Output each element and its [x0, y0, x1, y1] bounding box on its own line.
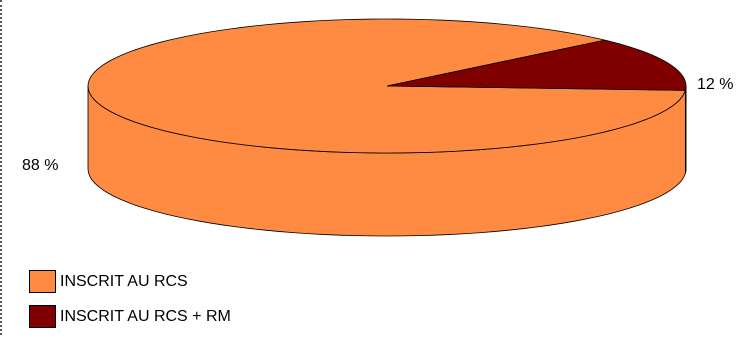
data-label-inscrit-rcs: 88 % [22, 157, 59, 174]
legend-swatch-inscrit-rcs-rm [29, 305, 56, 328]
frame-border [0, 0, 2, 335]
legend-item-inscrit-rcs-rm: INSCRIT AU RCS + RM [29, 305, 231, 328]
legend-item-inscrit-rcs: INSCRIT AU RCS [29, 270, 231, 293]
pie-slice-inscrit-rcs [87, 18, 686, 154]
pie-top [87, 18, 687, 154]
legend-swatch-inscrit-rcs [29, 270, 56, 293]
pie-side-rim-small [684, 85, 687, 174]
legend-label-inscrit-rcs-rm: INSCRIT AU RCS + RM [60, 307, 231, 325]
data-label-inscrit-rcs-rm: 12 % [697, 76, 734, 93]
legend-label-inscrit-rcs: INSCRIT AU RCS [60, 272, 188, 290]
legend: INSCRIT AU RCS INSCRIT AU RCS + RM [29, 270, 231, 340]
pie-slice-inscrit-rcs-rm [386, 39, 687, 91]
